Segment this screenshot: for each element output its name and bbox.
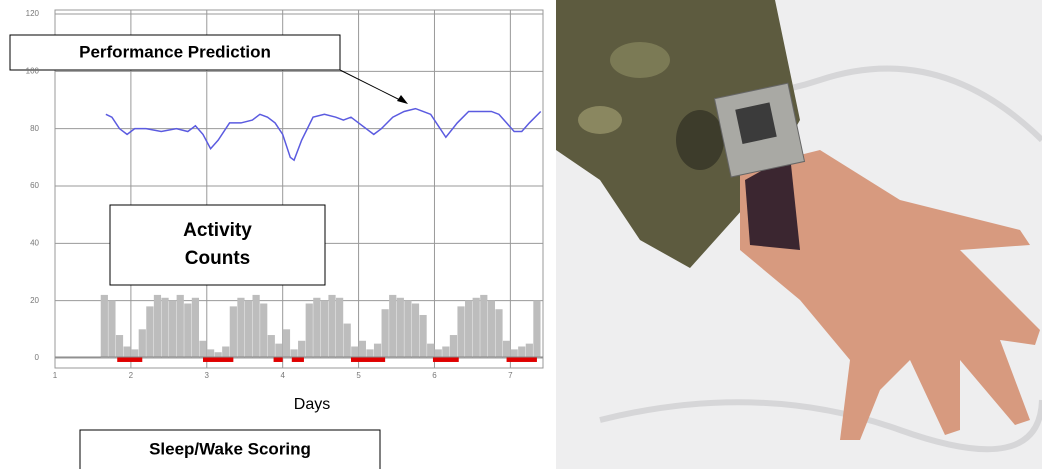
- activity-bar: [533, 300, 541, 358]
- activity-bar: [442, 346, 450, 358]
- activity-bar: [298, 340, 306, 358]
- activity-bar: [290, 349, 298, 358]
- activity-bar: [328, 294, 336, 358]
- performance-line: [105, 107, 542, 162]
- x-tick-label: 7: [508, 371, 513, 380]
- activity-bar: [404, 300, 412, 358]
- activity-bar: [351, 346, 359, 358]
- x-axis-label: Days: [294, 396, 330, 413]
- activity-bar: [373, 343, 382, 358]
- activity-bar: [480, 294, 488, 358]
- photo: [554, 0, 1042, 469]
- sleep-interval: [432, 356, 459, 362]
- activity-bar: [320, 300, 329, 358]
- x-tick-label: 3: [205, 371, 210, 380]
- activity-bar: [161, 297, 169, 358]
- annotation: Activity Counts: [183, 220, 252, 269]
- activity-bar: [123, 346, 131, 358]
- activity-bar: [381, 309, 389, 358]
- x-tick-label: 6: [432, 371, 437, 380]
- activity-bar: [411, 303, 420, 358]
- activity-bar: [396, 297, 404, 358]
- activity-bar: [510, 349, 518, 358]
- sleep-interval: [117, 356, 143, 362]
- activity-bar: [244, 300, 253, 358]
- activity-bar: [275, 343, 283, 358]
- activity-bar: [260, 303, 268, 358]
- activity-bar: [184, 303, 192, 358]
- activity-bar: [335, 297, 344, 358]
- activity-bar: [176, 294, 184, 358]
- y-tick-label: 20: [30, 296, 39, 305]
- y-tick-label: 80: [30, 124, 39, 133]
- activity-bar: [191, 297, 200, 358]
- activity-bar: [419, 314, 427, 358]
- annotation-wrap: Activity Counts: [183, 220, 252, 269]
- activity-bar: [518, 346, 526, 358]
- y-tick-label: 0: [35, 353, 40, 362]
- y-tick-label: 100: [26, 66, 40, 75]
- activity-bar: [115, 335, 124, 358]
- activity-bar: [252, 294, 260, 358]
- sleep-interval: [506, 356, 537, 362]
- activity-bar: [108, 300, 116, 358]
- activity-bar: [457, 306, 465, 358]
- activity-bar: [153, 294, 162, 358]
- activity-bar: [131, 349, 139, 358]
- sleep-interval: [202, 356, 234, 362]
- annotation-box: [9, 34, 341, 71]
- sleep-interval: [350, 356, 386, 362]
- activity-bar: [343, 323, 351, 358]
- sleep-interval: [273, 356, 283, 362]
- x-tick-label: 2: [129, 371, 134, 380]
- activity-bar: [487, 300, 495, 358]
- y-tick-label: 60: [30, 181, 39, 190]
- arrow-head: [397, 95, 408, 104]
- activity-bar: [525, 343, 533, 358]
- activity-bar: [267, 335, 275, 358]
- annotation: Sleep/Wake Scoring: [149, 439, 311, 458]
- activity-bar: [229, 306, 237, 358]
- activity-bar: [222, 346, 230, 358]
- activity-bar: [366, 349, 374, 358]
- activity-bar: [427, 343, 435, 358]
- x-tick-label: 5: [356, 371, 361, 380]
- activity-bar: [389, 294, 397, 358]
- annotation-box: [79, 429, 381, 473]
- activity-bar: [100, 294, 108, 358]
- divider: [548, 0, 556, 469]
- x-tick-label: 4: [280, 371, 285, 380]
- activity-bar: [199, 340, 207, 358]
- activity-bar: [146, 306, 154, 358]
- activity-bar: [138, 329, 146, 358]
- activity-bar: [434, 349, 442, 358]
- annotation: Performance Prediction: [79, 42, 271, 61]
- x-tick-label: 1: [53, 371, 58, 380]
- annotation-box: [109, 204, 326, 286]
- activity-bar: [502, 340, 511, 358]
- activity-bar: [449, 335, 458, 358]
- activity-bar: [465, 300, 473, 358]
- activity-bar: [206, 349, 215, 358]
- activity-bar: [313, 297, 321, 358]
- activity-bar: [305, 303, 313, 358]
- sleep-interval: [291, 356, 304, 362]
- activity-bar: [169, 300, 177, 358]
- activity-bar: [237, 297, 245, 358]
- activity-bar: [214, 352, 222, 358]
- y-tick-label: 120: [26, 9, 40, 18]
- activity-bar: [472, 297, 480, 358]
- y-tick-label: 40: [30, 238, 39, 247]
- activity-bar: [495, 309, 503, 358]
- activity-bar: [358, 340, 366, 358]
- activity-bar: [282, 329, 291, 358]
- arrow: [339, 69, 405, 103]
